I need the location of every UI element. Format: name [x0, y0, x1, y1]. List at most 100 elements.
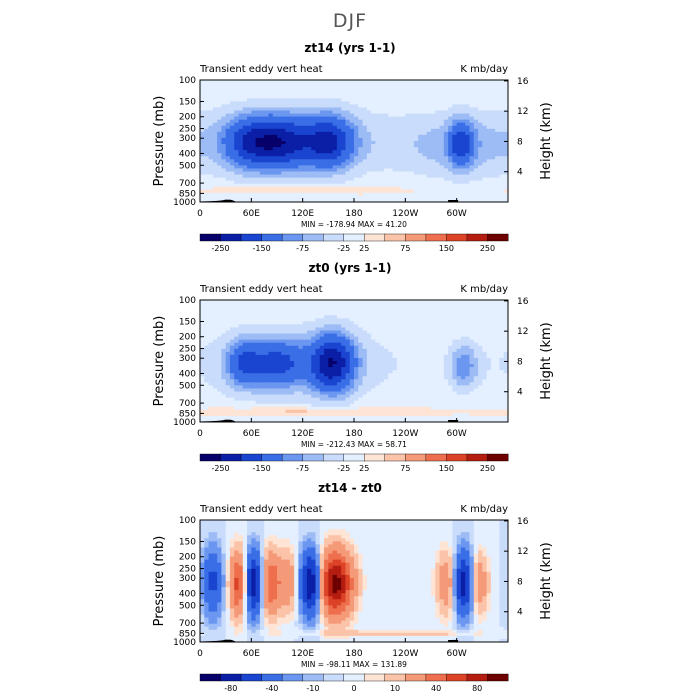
- heatmap-cell: [242, 156, 248, 160]
- heatmap-cell: [366, 339, 372, 344]
- heatmap-cell: [294, 345, 299, 350]
- heatmap-cell: [208, 104, 214, 108]
- heatmap-cell: [362, 357, 368, 362]
- heatmap-cell: [255, 147, 261, 151]
- heatmap-cell: [200, 177, 205, 182]
- heatmap-cell: [443, 367, 449, 371]
- heatmap-cell: [435, 113, 440, 117]
- heatmap-cell: [499, 373, 505, 377]
- heatmap-cell: [345, 83, 351, 87]
- heatmap-cell: [285, 141, 291, 145]
- heatmap-cell: [204, 128, 209, 133]
- heatmap-cell: [217, 116, 222, 121]
- heatmap-cell: [362, 361, 368, 365]
- heatmap-cell: [388, 104, 393, 108]
- heatmap-cell: [289, 92, 295, 96]
- heatmap-cell: [422, 137, 428, 142]
- heatmap-cell: [311, 104, 316, 108]
- heatmap-cell: [495, 122, 500, 127]
- heatmap-cell: [255, 339, 261, 344]
- heatmap-cell: [345, 174, 351, 178]
- heatmap-cell: [268, 382, 274, 386]
- heatmap-cell: [298, 98, 304, 102]
- heatmap-cell: [354, 321, 359, 325]
- heatmap-cell: [264, 80, 269, 84]
- heatmap-cell: [349, 361, 355, 365]
- heatmap-cell: [306, 321, 312, 325]
- heatmap-cell: [221, 110, 227, 114]
- heatmap-cell: [264, 345, 269, 350]
- heatmap-cell: [426, 309, 432, 313]
- heatmap-cell: [277, 195, 282, 200]
- heatmap-cell: [302, 330, 308, 334]
- heatmap-cell: [221, 156, 227, 160]
- heatmap-cell: [482, 153, 488, 157]
- heatmap-cell: [204, 306, 209, 310]
- heatmap-cell: [315, 83, 321, 87]
- heatmap-cell: [383, 156, 389, 160]
- heatmap-cell: [456, 379, 462, 383]
- heatmap-cell: [341, 177, 346, 182]
- heatmap-cell: [247, 312, 252, 316]
- heatmap-cell: [341, 162, 346, 166]
- heatmap-cell: [362, 83, 368, 87]
- heatmap-cell: [264, 330, 269, 334]
- heatmap-cell: [473, 189, 479, 194]
- heatmap-cell: [443, 306, 449, 310]
- heatmap-cell: [332, 300, 338, 304]
- heatmap-cell: [486, 177, 492, 182]
- heatmap-cell: [452, 367, 458, 371]
- heatmap-cell: [396, 122, 402, 127]
- heatmap-cell: [298, 321, 304, 325]
- heatmap-cell: [358, 318, 363, 322]
- heatmap-cell: [315, 177, 321, 182]
- heatmap-cell: [396, 361, 402, 365]
- heatmap-cell: [281, 357, 286, 362]
- heatmap-cell: [388, 125, 393, 130]
- heatmap-cell: [379, 186, 385, 191]
- heatmap-cell: [388, 171, 393, 175]
- heatmap-cell: [221, 122, 227, 127]
- heatmap-cell: [358, 336, 363, 341]
- heatmap-cell: [204, 321, 209, 325]
- heatmap-cell: [366, 324, 372, 328]
- heatmap-cell: [306, 153, 312, 157]
- heatmap-cell: [247, 156, 252, 160]
- heatmap-cell: [388, 137, 393, 142]
- heatmap-cell: [422, 141, 428, 145]
- heatmap-cell: [383, 159, 389, 163]
- heatmap-cell: [294, 141, 299, 145]
- heatmap-cell: [319, 351, 325, 356]
- heatmap-cell: [413, 95, 419, 99]
- heatmap-cell: [264, 131, 269, 136]
- heatmap-cell: [208, 306, 214, 310]
- heatmap-cell: [251, 198, 257, 203]
- heatmap-cell: [255, 168, 261, 172]
- heatmap-cell: [221, 144, 227, 148]
- heatmap-cell: [426, 92, 432, 96]
- heatmap-cell: [358, 119, 363, 124]
- heatmap-cell: [341, 137, 346, 142]
- heatmap-cell: [366, 300, 372, 304]
- heatmap-cell: [268, 180, 274, 185]
- heatmap-cell: [401, 113, 406, 117]
- heatmap-cell: [473, 324, 479, 328]
- heatmap-cell: [345, 330, 351, 334]
- heatmap-cell: [238, 370, 244, 374]
- heatmap-cell: [388, 324, 393, 328]
- heatmap-cell: [482, 327, 488, 331]
- heatmap-cell: [247, 333, 252, 337]
- heatmap-cell: [392, 330, 398, 334]
- heatmap-cell: [354, 134, 359, 139]
- heatmap-cell: [341, 159, 346, 163]
- heatmap-cell: [324, 162, 329, 166]
- heatmap-cell: [439, 376, 445, 380]
- heatmap-cell: [221, 382, 227, 386]
- heatmap-cell: [392, 303, 398, 307]
- heatmap-cell: [371, 382, 376, 386]
- heatmap-cell: [247, 86, 252, 90]
- heatmap-cell: [268, 150, 274, 154]
- heatmap-cell: [247, 324, 252, 328]
- heatmap-cell: [503, 150, 509, 154]
- heatmap-cell: [431, 165, 436, 169]
